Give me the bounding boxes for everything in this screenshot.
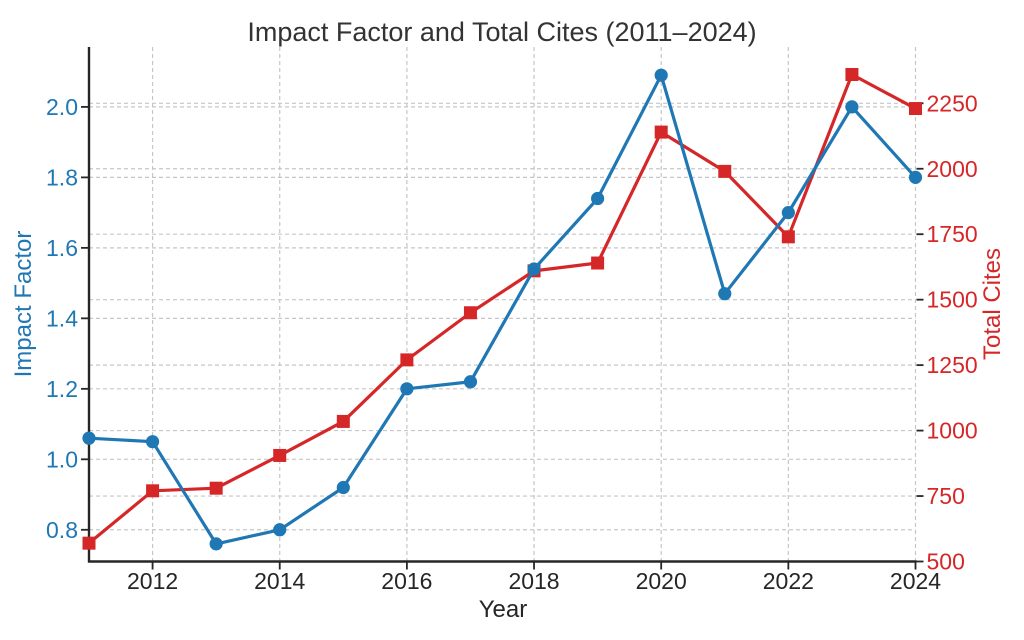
data-point-marker-square [146, 484, 160, 498]
data-point-marker-circle [654, 68, 668, 82]
data-point-marker-circle [273, 523, 287, 537]
left-tick-label: 2.0 [46, 94, 78, 120]
x-tick-label: 2024 [890, 568, 941, 594]
data-point-marker-circle [400, 382, 414, 396]
x-axis-label: Year [479, 596, 528, 623]
data-point-marker-square [654, 125, 668, 139]
data-series-layer [82, 67, 923, 551]
left-tick-label: 1.0 [46, 446, 78, 472]
x-tick-label: 2018 [508, 568, 559, 594]
right-tick-label: 1750 [927, 221, 978, 247]
data-point-marker-square [845, 67, 859, 81]
chart-title: Impact Factor and Total Cites (2011–2024… [247, 17, 756, 47]
x-tick-label: 2020 [636, 568, 687, 594]
left-tick-label: 0.8 [46, 517, 78, 543]
data-point-marker-circle [781, 206, 795, 220]
x-tick-label: 2012 [127, 568, 178, 594]
x-tick-label: 2014 [254, 568, 305, 594]
data-point-marker-circle [527, 262, 541, 276]
data-point-marker-square [718, 164, 732, 178]
data-point-marker-square [463, 306, 477, 320]
x-tick-label: 2016 [381, 568, 432, 594]
left-tick-label: 1.6 [46, 235, 78, 261]
left-tick-label: 1.4 [46, 305, 78, 331]
data-point-marker-circle [845, 100, 859, 114]
axes-layer: 2012 2014 2016 2018 2020 2022 2024 0.8 1.0 1.2 1.4… [46, 47, 978, 594]
right-tick-label: 500 [927, 549, 965, 575]
right-y-axis-label: Total Cites [979, 248, 1006, 360]
x-tick-label: 2022 [763, 568, 814, 594]
left-tick-label: 1.8 [46, 164, 78, 190]
data-point-marker-square [591, 256, 605, 270]
left-tick-label: 1.2 [46, 376, 78, 402]
right-tick-label: 750 [927, 483, 965, 509]
data-point-marker-circle [145, 435, 160, 449]
data-point-marker-square [336, 414, 350, 428]
data-point-marker-circle [82, 431, 96, 445]
right-tick-label: 2000 [927, 156, 978, 182]
data-point-marker-circle [718, 287, 732, 301]
right-tick-label: 1500 [927, 287, 978, 313]
data-point-marker-square [273, 448, 287, 462]
gridlines-layer [89, 47, 917, 562]
right-tick-label: 1250 [927, 352, 978, 378]
data-point-marker-circle [336, 480, 350, 495]
left-y-axis-label: Impact Factor [10, 231, 37, 378]
total-cites-line [87, 72, 918, 545]
right-tick-label: 2250 [927, 90, 978, 116]
data-point-marker-circle [209, 537, 223, 551]
data-point-marker-square [781, 230, 795, 244]
data-point-marker-circle [908, 170, 923, 184]
data-point-marker-square [400, 353, 414, 367]
data-point-marker-circle [591, 191, 605, 206]
data-point-marker-square [82, 536, 96, 550]
data-point-marker-circle [463, 375, 478, 389]
data-point-marker-square [209, 481, 223, 495]
right-tick-label: 1000 [927, 418, 978, 444]
impact-factor-line [87, 73, 918, 546]
data-point-marker-square [909, 102, 922, 116]
